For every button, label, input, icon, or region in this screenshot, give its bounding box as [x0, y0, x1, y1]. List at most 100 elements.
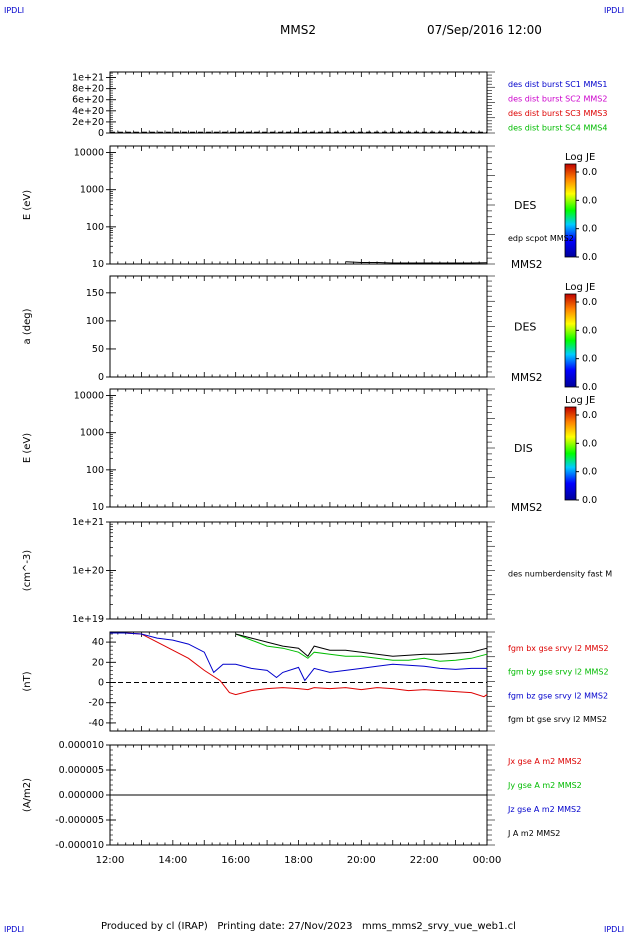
colorbar-tick-label: 0.0 — [582, 410, 597, 421]
y-tick-label: 2e+20 — [72, 117, 104, 128]
colorbar-tick-label: 0.0 — [582, 195, 597, 206]
y-tick-label: 0.000000 — [59, 790, 104, 801]
legend-entry: des dist burst SC1 MMS1 — [508, 80, 607, 89]
y-tick-label: 10 — [92, 259, 104, 270]
series-line — [235, 633, 488, 657]
y-tick-label: 0 — [98, 128, 104, 139]
colorbar — [564, 163, 577, 258]
y-tick-label: 10000 — [74, 391, 104, 402]
legend-entry: des dist burst SC3 MMS3 — [508, 109, 607, 118]
y-tick-label: 1e+20 — [72, 566, 104, 577]
y-tick-label: 150 — [86, 288, 104, 299]
time-tick-label: 12:00 — [96, 855, 125, 866]
time-tick-label: 22:00 — [410, 855, 439, 866]
legend-entry: des dist burst SC2 MMS2 — [508, 95, 607, 104]
y-tick-label: 1000 — [80, 428, 104, 439]
time-tick-label: 20:00 — [347, 855, 376, 866]
legend-entry: Jy gse A m2 MMS2 — [507, 781, 582, 790]
y-tick-label: 100 — [86, 316, 104, 327]
legend-entry: Jz gse A m2 MMS2 — [507, 805, 581, 814]
y-tick-label: 6e+20 — [72, 95, 104, 106]
y-axis-label: (cm^-3) — [22, 550, 33, 591]
des-pitch-angle-panel: 0 50 100 150 a (deg) Log JE 0.0 0.0 0.0 0.0 DES MMS… — [22, 275, 597, 393]
colorbar-title: Log JE — [565, 395, 595, 406]
legend-entry: des dist burst SC4 MMS4 — [508, 124, 607, 133]
y-tick-label: 1e+21 — [72, 517, 104, 528]
panel-frame — [109, 521, 488, 620]
y-tick-label: 20 — [92, 657, 104, 668]
current-density-panel: -0.000010 -0.000005 0.000000 0.000005 0.0000… — [22, 740, 582, 851]
instrument-label: DIS — [514, 442, 533, 455]
des-energy-spectrogram-panel: 10 100 1000 10000 E (eV) Log JE 0.0 0.0 0.0 0.0 DE… — [22, 145, 597, 271]
density-panel: 1e+19 1e+20 1e+21 (cm^-3) des numberdensity … — [22, 517, 612, 625]
colorbar-tick-label: 0.0 — [582, 354, 597, 365]
y-tick-label: 0 — [98, 372, 104, 383]
legend-entry: Jx gse A m2 MMS2 — [507, 757, 582, 766]
colorbar — [564, 406, 577, 501]
y-axis-label: a (deg) — [22, 308, 33, 344]
instrument-label: DES — [514, 199, 536, 212]
y-tick-label: 10 — [92, 502, 104, 513]
panel-frame — [109, 388, 488, 508]
y-tick-label: 100 — [86, 222, 104, 233]
y-tick-label: -0.000010 — [55, 840, 104, 851]
instrument-label: DES — [514, 321, 536, 334]
colorbar-tick-label: 0.0 — [582, 325, 597, 336]
legend-entry: fgm bt gse srvy l2 MMS2 — [508, 715, 607, 724]
colorbar-tick-label: 0.0 — [582, 382, 597, 393]
y-tick-label: 100 — [86, 465, 104, 476]
colorbar-title: Log JE — [565, 282, 595, 293]
series-line — [110, 632, 487, 682]
y-axis-label: (A/m2) — [22, 778, 33, 812]
y-tick-label: 1e+19 — [72, 614, 104, 625]
legend-entry: fgm bz gse srvy l2 MMS2 — [508, 691, 608, 700]
y-tick-label: 0.000010 — [59, 740, 104, 751]
y-axis-label: (nT) — [22, 671, 33, 691]
y-tick-label: 1000 — [80, 185, 104, 196]
y-tick-label: 4e+20 — [72, 106, 104, 117]
time-tick-label: 00:00 — [473, 855, 502, 866]
colorbar-tick-label: 0.0 — [582, 167, 597, 178]
corner-label-bottom-right: IPDLI — [604, 925, 624, 934]
colorbar — [564, 293, 577, 388]
time-tick-label: 16:00 — [221, 855, 250, 866]
y-tick-label: 0 — [98, 678, 104, 689]
series-line — [235, 633, 488, 662]
spacecraft-label: MMS2 — [511, 372, 542, 384]
y-tick-label: 10000 — [74, 148, 104, 159]
legend-entry: fgm bx gse srvy l2 MMS2 — [508, 644, 609, 653]
spacecraft-label: MMS2 — [511, 259, 542, 271]
y-tick-label: -40 — [88, 718, 104, 729]
y-axis-label: E (eV) — [22, 433, 33, 463]
footer-credit: Produced by cl (IRAP) Printing date: 27/… — [101, 921, 516, 932]
dis-energy-spectrogram-panel: 10 100 1000 10000 E (eV) Log JE 0.0 0.0 0.0 0.0 DI… — [22, 388, 597, 514]
y-tick-label: -0.000005 — [55, 815, 104, 826]
corner-label-top-left: IPDLI — [4, 6, 24, 15]
y-tick-label: 50 — [92, 344, 104, 355]
legend-entry: J A m2 MMS2 — [507, 829, 560, 838]
scpot-overlay-line — [345, 261, 488, 264]
colorbar-tick-label: 0.0 — [582, 467, 597, 478]
panel-frame — [109, 71, 488, 134]
series-line — [110, 632, 488, 698]
y-tick-label: 8e+20 — [72, 84, 104, 95]
legend-entry: des numberdensity fast M — [508, 570, 612, 579]
colorbar-tick-label: 0.0 — [582, 252, 597, 263]
colorbar-tick-label: 0.0 — [582, 438, 597, 449]
y-axis-label: E (eV) — [22, 190, 33, 220]
colorbar-title: Log JE — [565, 152, 595, 163]
magnetic-field-panel: -40 -20 0 20 40 (nT) fgm bx gse srvy l2 MMS2 fg… — [22, 631, 609, 732]
time-tick-label: 18:00 — [284, 855, 313, 866]
plot-datetime: 07/Sep/2016 12:00 — [427, 23, 542, 37]
y-tick-label: 40 — [92, 637, 104, 648]
panel-frame — [109, 145, 488, 265]
corner-label-top-right: IPDLI — [604, 6, 624, 15]
y-tick-label: 0.000005 — [59, 765, 104, 776]
time-tick-label: 14:00 — [158, 855, 187, 866]
y-tick-label: 1e+21 — [72, 73, 104, 84]
time-axis: 12:00 14:00 16:00 18:00 20:00 22:00 00:00 — [96, 855, 502, 866]
corner-label-bottom-left: IPDLI — [4, 925, 24, 934]
panel-frame — [109, 275, 488, 378]
